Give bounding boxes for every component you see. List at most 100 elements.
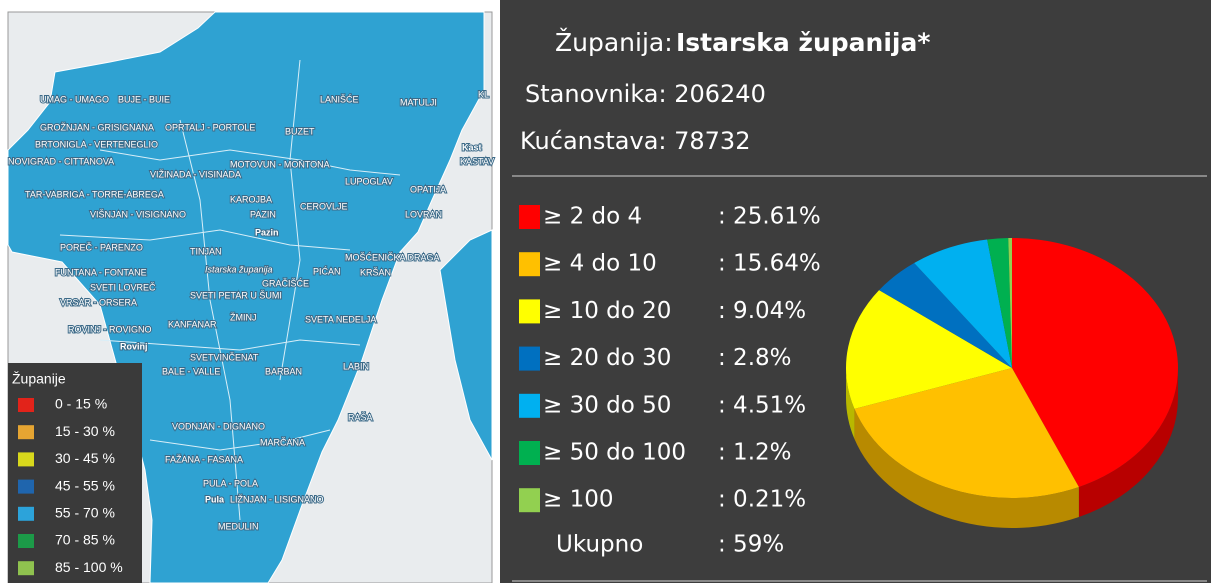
map-label: GROŽNJAN - GRISIGNANA: [40, 122, 154, 132]
legend-title: Županije: [12, 371, 66, 387]
county-label: Županija:: [555, 28, 673, 57]
map-label: MARČANA: [260, 437, 305, 447]
map-label: CEROVLJE: [300, 201, 348, 211]
border: [149, 429, 331, 451]
map-label: Pula: [205, 494, 225, 504]
map-label: Rovinj: [120, 341, 148, 351]
map-label: VIŽINADA - VISINADA: [150, 169, 241, 179]
category-label: ≥ 20 do 30: [543, 345, 671, 371]
map-label: GRAČIŠĆE: [262, 278, 309, 288]
map-label: VRSAR - ORSERA: [60, 297, 137, 307]
map-label: PULA - POLA: [203, 478, 258, 488]
value-label: : 0.21%: [718, 487, 806, 513]
legend-swatch: [18, 452, 34, 467]
pie-slice: [854, 368, 1079, 498]
legend-label: 85 - 100 %: [55, 559, 123, 575]
pie: [845, 238, 1179, 528]
map-label: KL: [478, 89, 489, 99]
map-label: BUJE - BUIE: [118, 94, 170, 104]
legend-swatch: [18, 425, 34, 440]
map-label: OPRTALJ - PORTOLE: [165, 122, 255, 132]
island: [439, 229, 493, 461]
map-label: Kast: [462, 142, 482, 152]
value-label: : 15.64%: [718, 251, 821, 277]
category-label: ≥ 10 do 20: [543, 298, 671, 324]
total-value: : 59%: [718, 532, 784, 558]
legend-swatch: [18, 534, 34, 548]
legend-swatch: [519, 346, 540, 371]
map-label: LOVRAN: [405, 209, 442, 219]
map-label: Pazin: [255, 227, 279, 237]
map-label: PAZIN: [250, 209, 276, 219]
pie-slice: [987, 238, 1012, 368]
map-label: VIŠNJAN - VISIGNANO: [90, 209, 186, 219]
map-label: BARBAN: [265, 366, 302, 376]
households: Kućanstava: 78732: [520, 127, 750, 155]
map-label: MOTOVUN - MONTONA: [230, 159, 330, 169]
pie-side: [845, 368, 855, 439]
map-label: VODNJAN - DIGNANO: [172, 421, 265, 431]
map-label: LABIN: [343, 361, 369, 371]
legend-swatch: [519, 299, 540, 324]
legend-swatch: [519, 205, 540, 229]
map-label: KASTAV: [460, 156, 494, 166]
border: [99, 149, 401, 176]
pie-slice: [914, 239, 1012, 368]
border: [99, 339, 361, 351]
value-label: : 2.8%: [718, 345, 792, 371]
legend-swatch: [519, 393, 540, 418]
legend-label: 55 - 70 %: [55, 505, 115, 521]
map-label: MATULJI: [400, 97, 437, 107]
category-label: ≥ 2 do 4: [543, 204, 642, 230]
map-label: BUZET: [285, 126, 315, 136]
legend-swatch: [519, 252, 540, 277]
map-label: ŽMINJ: [230, 312, 257, 322]
map-label: FUNTANA - FONTANE: [55, 267, 147, 277]
legend-swatch: [519, 488, 540, 513]
map-label: BALE - VALLE: [162, 366, 220, 376]
legend-label: 15 - 30 %: [55, 423, 115, 439]
legend-swatch: [18, 506, 34, 521]
county-name: Istarska županija*: [676, 28, 930, 57]
map-label: FAŽANA - FASANA: [165, 454, 243, 464]
map-label: UMAG - UMAGO: [40, 94, 109, 104]
map-label: TAR-VABRIGA - TORRE-ABREGA: [25, 189, 164, 199]
map-label: SVETI PETAR U ŠUMI: [190, 290, 282, 300]
map-label: SVETA NEDELJA: [305, 314, 376, 324]
pie-slice: [1012, 238, 1179, 487]
legend-label: 30 - 45 %: [55, 450, 115, 466]
map-label: Istarska županija: [205, 264, 273, 274]
value-label: : 25.61%: [718, 204, 821, 230]
map-label: LUPOGLAV: [345, 176, 393, 186]
map-label: RAŠA: [348, 412, 373, 422]
pie-slice: [879, 262, 1012, 368]
category-label: ≥ 100: [543, 487, 613, 513]
map-label: OPATIJA: [410, 184, 446, 194]
legend-swatch: [18, 479, 34, 494]
map-label: KANFANAR: [168, 319, 217, 329]
value-label: : 9.04%: [718, 298, 806, 324]
legend-swatch: [18, 398, 34, 412]
border: [279, 59, 301, 381]
map-label: LANIŠĆE: [320, 94, 359, 104]
border: [59, 229, 351, 251]
border: [179, 119, 241, 521]
total-label: Ukupno: [556, 532, 643, 558]
category-label: ≥ 50 do 100: [543, 440, 686, 466]
map: KL UMAG - UMAGO BUJE - BUIE LANIŠĆE MATULJI G…: [7, 11, 495, 583]
map-label: ROVINJ - ROVIGNO: [68, 324, 152, 334]
map-label: KAROJBA: [230, 194, 272, 204]
legend-label: 70 - 85 %: [55, 532, 115, 548]
population: Stanovnika: 206240: [525, 80, 766, 108]
legend-label: 0 - 15 %: [55, 396, 107, 412]
value-label: : 1.2%: [718, 440, 792, 466]
map-label: SVETI LOVREČ: [90, 282, 156, 292]
map-label: PIĆAN: [313, 266, 341, 276]
pie-slice: [845, 290, 1012, 409]
map-label: MOŠĆENIČKA DRAGA: [345, 252, 440, 262]
category-label: ≥ 4 do 10: [543, 251, 657, 277]
legend-label: 45 - 55 %: [55, 477, 115, 493]
legend-swatch: [18, 561, 34, 576]
map-label: POREČ - PARENZO: [60, 242, 143, 252]
